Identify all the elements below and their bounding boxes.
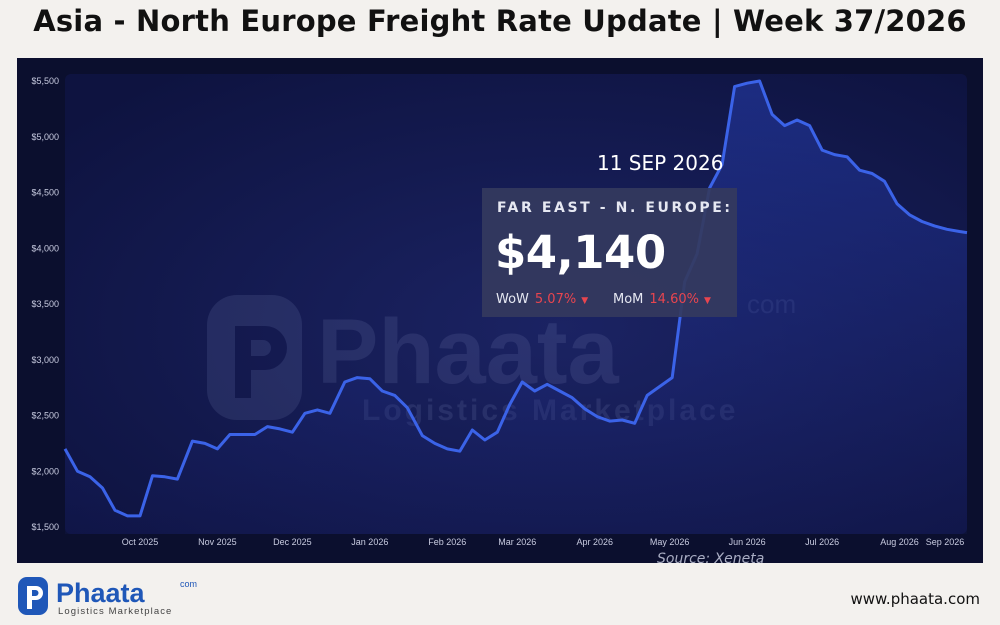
- mom-label: MoM: [613, 292, 644, 307]
- x-tick-label: Sep 2026: [926, 537, 965, 547]
- wow-value: 5.07%: [534, 292, 577, 307]
- x-tick-label: Jun 2026: [729, 537, 766, 547]
- date-label: 11 SEP 2026: [597, 151, 724, 175]
- down-arrow-icon: ▼: [581, 296, 589, 306]
- y-tick-label: $2,000: [31, 466, 59, 476]
- x-tick-label: Aug 2026: [880, 537, 919, 547]
- x-tick-label: Nov 2025: [198, 537, 237, 547]
- down-arrow-icon: ▼: [703, 296, 711, 306]
- x-tick-label: Apr 2026: [576, 537, 613, 547]
- logo-wordmark: Phaata: [56, 578, 146, 608]
- y-tick-label: $4,000: [31, 243, 59, 253]
- y-tick-label: $3,000: [31, 355, 59, 365]
- wow-change: WoW 5.07% ▼: [496, 292, 588, 307]
- y-tick-label: $2,500: [31, 411, 59, 421]
- mom-change: MoM 14.60% ▼: [613, 292, 711, 307]
- price-value: $4,140: [495, 226, 666, 279]
- footer-url: www.phaata.com: [850, 590, 981, 608]
- x-tick-label: May 2026: [650, 537, 690, 547]
- rate-info-box: FAR EAST - N. EUROPE: $4,140 WoW 5.07% ▼ M…: [482, 188, 737, 317]
- y-axis-ticks: $1,500 $2,000 $2,500 $3,000 $3,500 $4,000 $4,5…: [31, 76, 59, 532]
- route-label: FAR EAST - N. EUROPE:: [497, 200, 733, 216]
- wow-label: WoW: [496, 292, 529, 307]
- y-tick-label: $5,000: [31, 132, 59, 142]
- chart-panel: Phaata com Logistics Marketplace $1,500$…: [17, 58, 983, 567]
- y-tick-label: $5,500: [31, 76, 59, 86]
- price-line: [63, 79, 968, 518]
- logo-tagline: Logistics Marketplace: [58, 606, 172, 617]
- mom-value: 14.60%: [649, 292, 699, 307]
- x-tick-label: Jan 2026: [351, 537, 388, 547]
- x-axis-ticks: Oct 2025 Nov 2025 Dec 2025 Jan 2026 Feb 2026…: [122, 537, 965, 547]
- x-tick-label: Oct 2025: [122, 537, 159, 547]
- y-tick-label: $3,500: [31, 299, 59, 309]
- x-tick-label: Feb 2026: [428, 537, 466, 547]
- price-area-fill: [65, 81, 967, 534]
- logo-com: com: [180, 579, 197, 589]
- x-tick-label: Mar 2026: [498, 537, 536, 547]
- x-tick-label: Jul 2026: [805, 537, 839, 547]
- x-tick-label: Dec 2025: [273, 537, 312, 547]
- phaata-logo: Phaata com Logistics Marketplace: [18, 577, 197, 617]
- source-note: Source: Xeneta: [657, 551, 765, 567]
- page-title: Asia - North Europe Freight Rate Update …: [33, 4, 967, 38]
- y-tick-label: $4,500: [31, 188, 59, 198]
- y-tick-label: $1,500: [31, 522, 59, 532]
